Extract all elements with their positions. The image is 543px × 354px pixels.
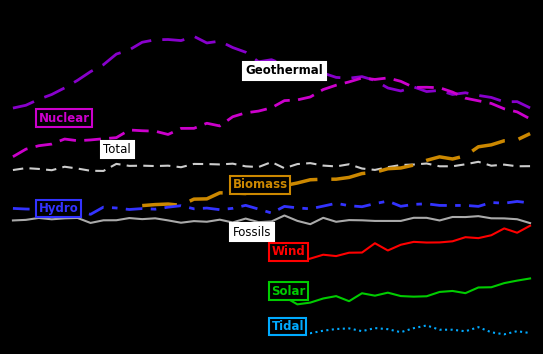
Text: Tidal: Tidal	[272, 320, 304, 333]
Text: Biomass: Biomass	[233, 178, 288, 192]
Text: Total: Total	[103, 143, 131, 156]
Text: Solar: Solar	[272, 285, 306, 298]
Text: Wind: Wind	[272, 245, 305, 258]
Text: Hydro: Hydro	[39, 202, 79, 215]
Text: Nuclear: Nuclear	[39, 112, 90, 125]
Text: Geothermal: Geothermal	[245, 64, 324, 77]
Text: Fossils: Fossils	[233, 225, 271, 239]
